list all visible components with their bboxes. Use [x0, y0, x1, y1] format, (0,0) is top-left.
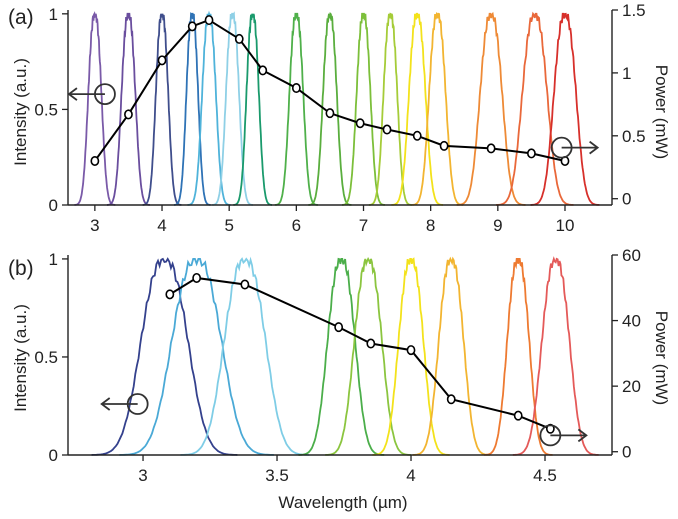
spectrum-line-10 — [368, 12, 412, 206]
x-tick-label-0: 3 — [90, 216, 99, 235]
power-point-7 — [513, 410, 523, 421]
x-tick-label-1: 3.5 — [265, 466, 289, 485]
panel-b-power-series — [165, 272, 555, 434]
x-tick-label-4: 7 — [359, 216, 368, 235]
panel-a-ylabel: Intensity (a.u.) — [11, 58, 30, 166]
panel-a-label: (a) — [8, 6, 34, 29]
panel-b: (b) Intensity (a.u.) Power (mW) Waveleng… — [8, 246, 671, 512]
panel-b-label: (b) — [8, 257, 34, 280]
panel-a-y2label: Power (mW) — [652, 65, 671, 159]
power-point-13 — [486, 143, 496, 154]
spectrum-line-8 — [308, 11, 352, 206]
power-point-3 — [187, 21, 197, 32]
y2-tick-label-2: 40 — [622, 312, 641, 331]
spectrum-line-4 — [325, 257, 412, 456]
y-tick-label-0: 0 — [49, 196, 58, 215]
x-tick-label-3: 4.5 — [533, 466, 557, 485]
spectrum-line-5 — [372, 257, 450, 456]
panel-b-axes: 3 3.5 4 4.5 0 0.5 1 0 20 40 60 — [34, 246, 641, 485]
y2-tick-label-2: 1 — [622, 64, 631, 83]
spectrum-line-11 — [391, 12, 444, 206]
panel-a-spectra — [74, 10, 600, 206]
power-point-5 — [234, 33, 244, 44]
axis-indicator-arrowhead-1 — [589, 140, 600, 155]
power-point-3 — [334, 322, 344, 333]
power-point-14 — [527, 148, 536, 159]
power-point-4 — [366, 338, 376, 349]
x-tick-label-2: 4 — [406, 466, 415, 485]
spectrum-line-1 — [119, 258, 274, 456]
axis-indicator-arrowhead-1 — [577, 428, 588, 443]
spectrum-line-0 — [91, 257, 238, 456]
x-tick-label-6: 9 — [493, 216, 502, 235]
y2-tick-label-3: 1.5 — [622, 1, 646, 20]
axis-indicator-arrowhead-0 — [67, 87, 78, 101]
spectrum-line-7 — [483, 258, 553, 456]
panel-a-annotations — [67, 83, 600, 159]
power-line — [169, 276, 551, 430]
spectrum-line-13 — [456, 11, 526, 206]
spectrum-line-6 — [412, 256, 490, 456]
y2-tick-label-1: 0.5 — [622, 127, 646, 146]
y2-tick-label-0: 0 — [622, 443, 631, 462]
panel-b-xlabel: Wavelength (µm) — [278, 493, 407, 512]
panel-a-power-series — [90, 15, 570, 166]
panel-b-ylabel: Intensity (a.u.) — [11, 304, 30, 412]
x-tick-label-1: 4 — [157, 216, 166, 235]
x-tick-label-3: 6 — [292, 216, 301, 235]
spectrum-line-15 — [530, 12, 600, 206]
y2-tick-label-0: 0 — [622, 190, 631, 209]
power-point-2 — [157, 55, 167, 66]
power-point-12 — [439, 140, 449, 151]
power-point-1 — [192, 272, 202, 283]
y-tick-label-0: 0 — [49, 446, 58, 465]
panel-b-annotations — [100, 393, 588, 447]
x-tick-label-7: 10 — [556, 216, 575, 235]
y-tick-label-2: 1 — [49, 250, 58, 269]
power-point-2 — [240, 279, 250, 290]
y-tick-label-1: 0.5 — [34, 100, 58, 119]
spectrum-line-3 — [298, 257, 385, 456]
spectrum-line-14 — [496, 11, 574, 206]
spectrum-line-9 — [341, 12, 386, 206]
x-tick-label-5: 8 — [426, 216, 435, 235]
spectrum-line-0 — [74, 11, 116, 206]
power-point-1 — [124, 109, 133, 120]
panel-a: (a) Intensity (a.u.) Power (mW) 3 4 5 6 7 8 9 1… — [8, 1, 671, 235]
power-point-0 — [165, 289, 175, 300]
y-tick-label-2: 1 — [49, 5, 58, 24]
spectrum-line-8 — [512, 256, 599, 456]
y2-tick-label-3: 60 — [622, 246, 641, 265]
x-tick-label-2: 5 — [224, 216, 233, 235]
power-point-10 — [382, 124, 392, 135]
power-point-8 — [325, 108, 335, 119]
panel-b-spectra — [91, 256, 599, 456]
power-point-0 — [90, 155, 100, 166]
power-point-11 — [412, 130, 422, 141]
spectrum-line-3 — [173, 12, 211, 206]
spectrum-line-6 — [233, 13, 273, 206]
power-point-9 — [355, 118, 365, 129]
y-tick-label-1: 0.5 — [34, 348, 58, 367]
axis-indicator-arrowhead-0 — [100, 397, 111, 411]
power-point-6 — [446, 394, 456, 405]
panel-b-y2label: Power (mW) — [652, 311, 671, 405]
power-point-4 — [204, 15, 214, 26]
spectrum-line-12 — [411, 12, 464, 206]
spectrum-line-7 — [274, 12, 318, 206]
spectrum-line-5 — [212, 11, 253, 206]
y2-tick-label-1: 20 — [622, 377, 641, 396]
spectrum-line-1 — [106, 12, 150, 206]
power-line — [94, 18, 566, 162]
spectrum-line-2 — [180, 256, 310, 456]
power-point-7 — [291, 83, 301, 94]
spectrum-line-4 — [187, 10, 231, 206]
x-tick-label-0: 3 — [138, 466, 147, 485]
spectrum-line-2 — [142, 13, 182, 206]
power-point-5 — [406, 345, 416, 356]
power-point-6 — [258, 65, 268, 76]
